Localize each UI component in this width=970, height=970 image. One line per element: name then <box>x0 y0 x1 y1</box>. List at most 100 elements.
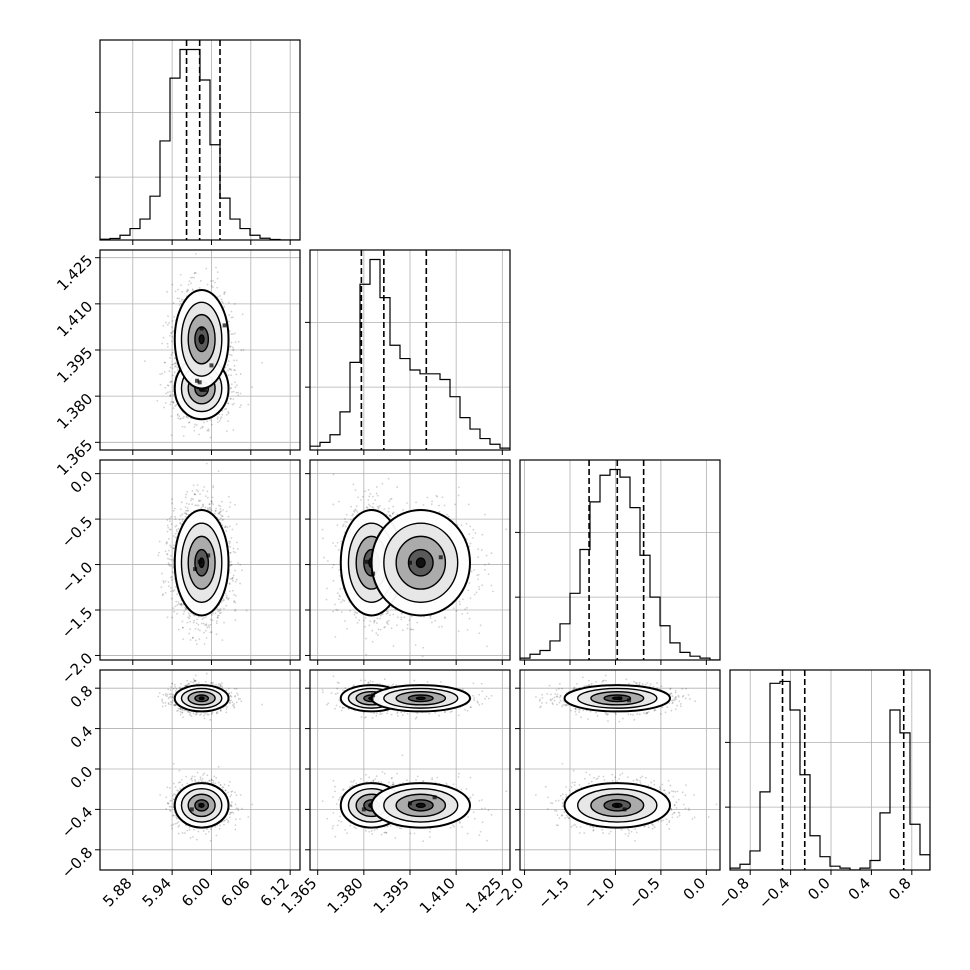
sample-point <box>184 606 186 609</box>
sample-point <box>172 547 175 550</box>
y-tick-label: −1.5 <box>58 604 96 642</box>
sample-point <box>172 509 175 512</box>
sample-point <box>190 276 192 279</box>
sample-point <box>182 626 184 629</box>
sample-point <box>167 346 169 348</box>
sample-point <box>174 585 177 588</box>
sample-point <box>400 618 403 621</box>
sample-point <box>346 627 349 630</box>
sample-point <box>232 390 235 393</box>
sample-point <box>232 547 235 550</box>
sample-point <box>209 618 212 621</box>
sample-point <box>184 512 187 514</box>
sample-point <box>228 443 230 445</box>
sample-point <box>227 495 230 498</box>
sample-point <box>218 413 221 416</box>
sample-point <box>216 418 219 420</box>
sample-point <box>170 415 173 418</box>
sample-point <box>221 413 224 416</box>
sample-point <box>166 342 169 345</box>
sample-point <box>204 623 206 626</box>
sample-point <box>180 602 183 605</box>
sample-point <box>172 407 175 410</box>
sample-point <box>187 616 190 619</box>
sample-point <box>422 504 425 506</box>
sample-point <box>211 613 213 616</box>
sample-point <box>207 429 210 432</box>
sample-point <box>219 505 222 508</box>
sample-point <box>240 404 242 407</box>
panel-1-1 <box>310 250 510 450</box>
sample-point <box>192 484 195 487</box>
sample-point <box>190 499 192 502</box>
sample-point <box>204 495 207 498</box>
sample-point <box>185 493 187 496</box>
sample-point <box>187 509 190 512</box>
sample-point <box>227 412 230 415</box>
sample-point <box>230 564 233 566</box>
y-tick-label: 1.425 <box>53 251 96 294</box>
sample-point <box>205 624 208 627</box>
sample-point <box>179 508 182 511</box>
sample-point <box>456 523 459 526</box>
sample-point <box>233 503 236 506</box>
sample-point <box>174 405 176 407</box>
sample-point <box>162 593 164 596</box>
sample-point <box>172 401 175 404</box>
sample-point <box>234 608 237 611</box>
sample-point <box>340 601 343 604</box>
sample-point <box>210 284 213 287</box>
sample-point <box>200 506 203 509</box>
sample-point <box>194 423 196 426</box>
sample-point <box>227 301 230 304</box>
sample-point <box>175 600 178 603</box>
sample-point <box>179 603 182 605</box>
sample-point <box>231 346 234 349</box>
sample-point <box>192 498 195 501</box>
sample-point <box>181 518 184 521</box>
sample-point <box>205 267 208 270</box>
sample-point <box>177 369 179 371</box>
sample-point <box>206 490 209 493</box>
sample-point <box>180 284 182 287</box>
sample-point <box>228 525 231 528</box>
sample-point <box>216 614 219 617</box>
sample-point <box>207 428 210 431</box>
sample-point <box>236 384 238 387</box>
sample-point <box>170 515 172 518</box>
sample-point <box>212 486 215 489</box>
sample-point <box>218 512 221 515</box>
sample-point <box>217 610 220 613</box>
sample-point <box>174 362 177 365</box>
sample-point <box>216 271 219 274</box>
sample-point <box>197 500 200 503</box>
sample-point <box>473 569 476 571</box>
sample-point <box>179 521 182 524</box>
sample-point <box>223 607 225 610</box>
sample-point <box>221 300 223 303</box>
sample-point <box>204 506 207 509</box>
sample-point <box>202 489 205 492</box>
sample-point <box>233 369 235 371</box>
sample-point <box>232 402 235 405</box>
sample-point <box>416 621 419 624</box>
sample-point <box>224 592 227 595</box>
sample-point <box>219 517 222 520</box>
sample-point <box>168 558 171 561</box>
sample-point <box>230 397 232 400</box>
sample-point <box>227 598 230 601</box>
sample-point <box>466 628 469 631</box>
sample-point <box>197 615 200 618</box>
sample-point <box>239 563 242 566</box>
y-tick-label: 1.380 <box>53 390 96 433</box>
sample-point <box>172 393 175 396</box>
density-peak <box>202 388 207 392</box>
sample-point <box>170 523 173 525</box>
sample-point <box>164 592 167 594</box>
sample-point <box>164 402 167 404</box>
sample-point <box>186 290 189 292</box>
sample-point <box>218 518 221 521</box>
sample-point <box>239 392 242 395</box>
sample-point <box>187 289 190 292</box>
sample-point <box>220 601 223 604</box>
